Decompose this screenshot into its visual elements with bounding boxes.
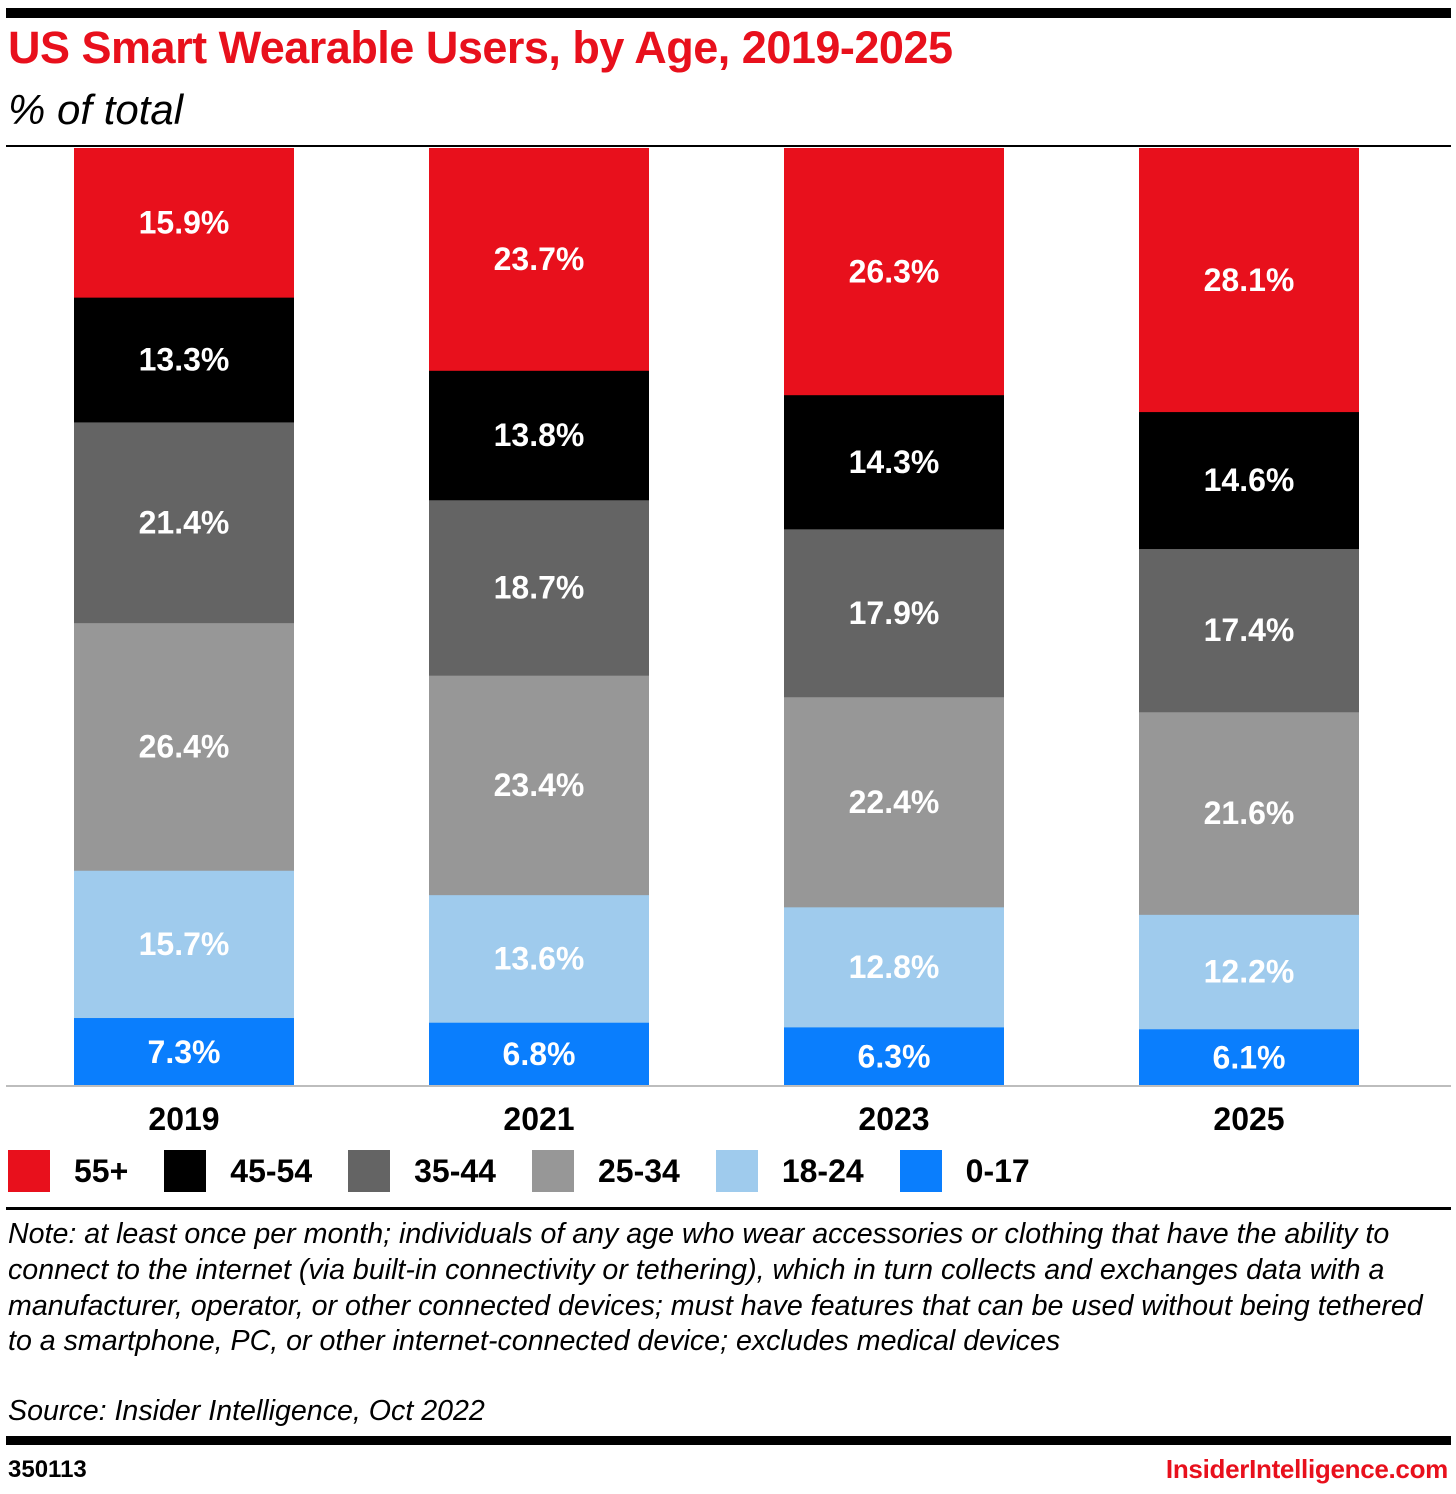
data-label-2021-0-17: 6.8%: [503, 1036, 576, 1072]
data-label-2019-18-24: 15.7%: [139, 926, 230, 962]
bar-segment-2019-0-17: [74, 1017, 294, 1087]
data-label-2019-25-34: 26.4%: [139, 728, 230, 764]
legend-label: 0-17: [965, 1152, 1030, 1189]
data-label-2021-18-24: 13.6%: [494, 940, 585, 976]
bar-segment-2021-55+: [429, 148, 649, 371]
bar-segment-2019-18-24: [74, 870, 294, 1019]
bottom-rule: [6, 1436, 1451, 1445]
bar-segment-2023-35-44: [784, 528, 1004, 698]
data-label-2023-55+: 26.3%: [849, 253, 940, 289]
legend-swatch: [715, 1150, 758, 1192]
data-label-2019-0-17: 7.3%: [148, 1034, 221, 1070]
bar-segment-2025-45-54: [1139, 411, 1359, 550]
data-label-2025-55+: 28.1%: [1204, 262, 1295, 298]
data-label-2021-35-44: 18.7%: [494, 569, 585, 605]
chart-title: US Smart Wearable Users, by Age, 2019-20…: [8, 22, 953, 73]
bar-segment-2021-18-24: [429, 894, 649, 1023]
stacked-bar-chart: 7.3% 15.7% 26.4% 21.4% 13.3% 15.9% 6.8% 13.6% 23…: [6, 148, 1451, 1137]
data-label-2021-25-34: 23.4%: [494, 767, 585, 803]
data-label-2025-0-17: 6.1%: [1213, 1039, 1286, 1075]
data-label-2023-0-17: 6.3%: [858, 1038, 931, 1074]
bar-segment-2021-35-44: [429, 499, 649, 676]
chart-subtitle: % of total: [8, 86, 184, 133]
bar-segment-2021-25-34: [429, 675, 649, 896]
bar-segment-2025-18-24: [1139, 914, 1359, 1030]
legend-label: 45-54: [230, 1152, 313, 1189]
legend-swatch: [8, 1150, 50, 1192]
footnote: Note: at least once per month; individua…: [8, 1218, 1423, 1358]
x-axis-labels: 2019 2021 2023 2025: [148, 1101, 1284, 1137]
data-label-2019-45-54: 13.3%: [139, 342, 230, 378]
legend-item-55+: 55+: [8, 1150, 128, 1192]
legend-item-25-34: 25-34: [531, 1150, 680, 1192]
legend-swatch: [899, 1150, 942, 1192]
data-label-2023-25-34: 22.4%: [849, 784, 940, 820]
bar-segment-2019-55+: [74, 148, 294, 298]
legend-item-0-17: 0-17: [899, 1150, 1030, 1192]
data-label-2025-25-34: 21.6%: [1204, 795, 1295, 831]
legend-label: 35-44: [414, 1152, 496, 1189]
bar-segment-2025-0-17: [1139, 1028, 1359, 1087]
bar-segment-2023-25-34: [784, 696, 1004, 908]
data-label-2019-55+: 15.9%: [139, 205, 230, 241]
bar-segment-2021-0-17: [429, 1022, 649, 1087]
legend-swatch: [348, 1150, 391, 1192]
data-label-2023-45-54: 14.3%: [849, 444, 940, 480]
legend-label: 18-24: [781, 1152, 864, 1189]
bar-segment-2023-18-24: [784, 906, 1004, 1028]
bar-segment-2025-25-34: [1139, 711, 1359, 915]
bar-segment-2019-35-44: [74, 421, 294, 624]
legend-item-35-44: 35-44: [348, 1150, 496, 1192]
data-label-2023-35-44: 17.9%: [849, 595, 940, 631]
title-rule: [6, 145, 1451, 147]
data-label-2025-35-44: 17.4%: [1204, 612, 1295, 648]
bar-segment-2019-45-54: [74, 297, 294, 423]
bar-segment-2025-35-44: [1139, 548, 1359, 713]
bar-segment-2023-45-54: [784, 394, 1004, 530]
legend-swatch: [164, 1150, 207, 1192]
bar-segment-2023-0-17: [784, 1026, 1004, 1087]
note-rule: [6, 1207, 1451, 1210]
chart-id: 350113: [8, 1456, 87, 1483]
bar-segment-2019-25-34: [74, 622, 294, 871]
data-label-2019-35-44: 21.4%: [139, 504, 230, 540]
legend-item-45-54: 45-54: [164, 1150, 312, 1192]
bar-segment-2025-55+: [1139, 148, 1359, 413]
legend-swatch: [531, 1150, 574, 1192]
legend-label: 25-34: [597, 1152, 680, 1189]
legend-label: 55+: [74, 1152, 129, 1189]
data-label-2025-18-24: 12.2%: [1204, 954, 1295, 990]
legend-item-18-24: 18-24: [715, 1150, 864, 1192]
bar-segment-2023-55+: [784, 148, 1004, 396]
data-label-2021-55+: 23.7%: [494, 241, 585, 277]
legend: 55+ 45-54 35-44 25-34 18-24 0-17: [8, 1148, 1066, 1194]
x-tick-label-2019: 2019: [148, 1101, 219, 1137]
data-label-2025-45-54: 14.6%: [1204, 462, 1295, 498]
brand-logo: InsiderIntelligence.com: [1165, 1454, 1448, 1484]
x-tick-label-2025: 2025: [1213, 1101, 1284, 1137]
x-tick-label-2023: 2023: [858, 1101, 929, 1137]
data-label-2021-45-54: 13.8%: [494, 417, 585, 453]
bars-layer: 7.3% 15.7% 26.4% 21.4% 13.3% 15.9% 6.8% 13.6% 23…: [74, 148, 1359, 1087]
source-note: Source: Insider Intelligence, Oct 2022: [8, 1395, 485, 1427]
data-label-2023-18-24: 12.8%: [849, 949, 940, 985]
top-rule: [6, 8, 1451, 18]
bar-segment-2021-45-54: [429, 370, 649, 501]
x-tick-label-2021: 2021: [503, 1101, 574, 1137]
